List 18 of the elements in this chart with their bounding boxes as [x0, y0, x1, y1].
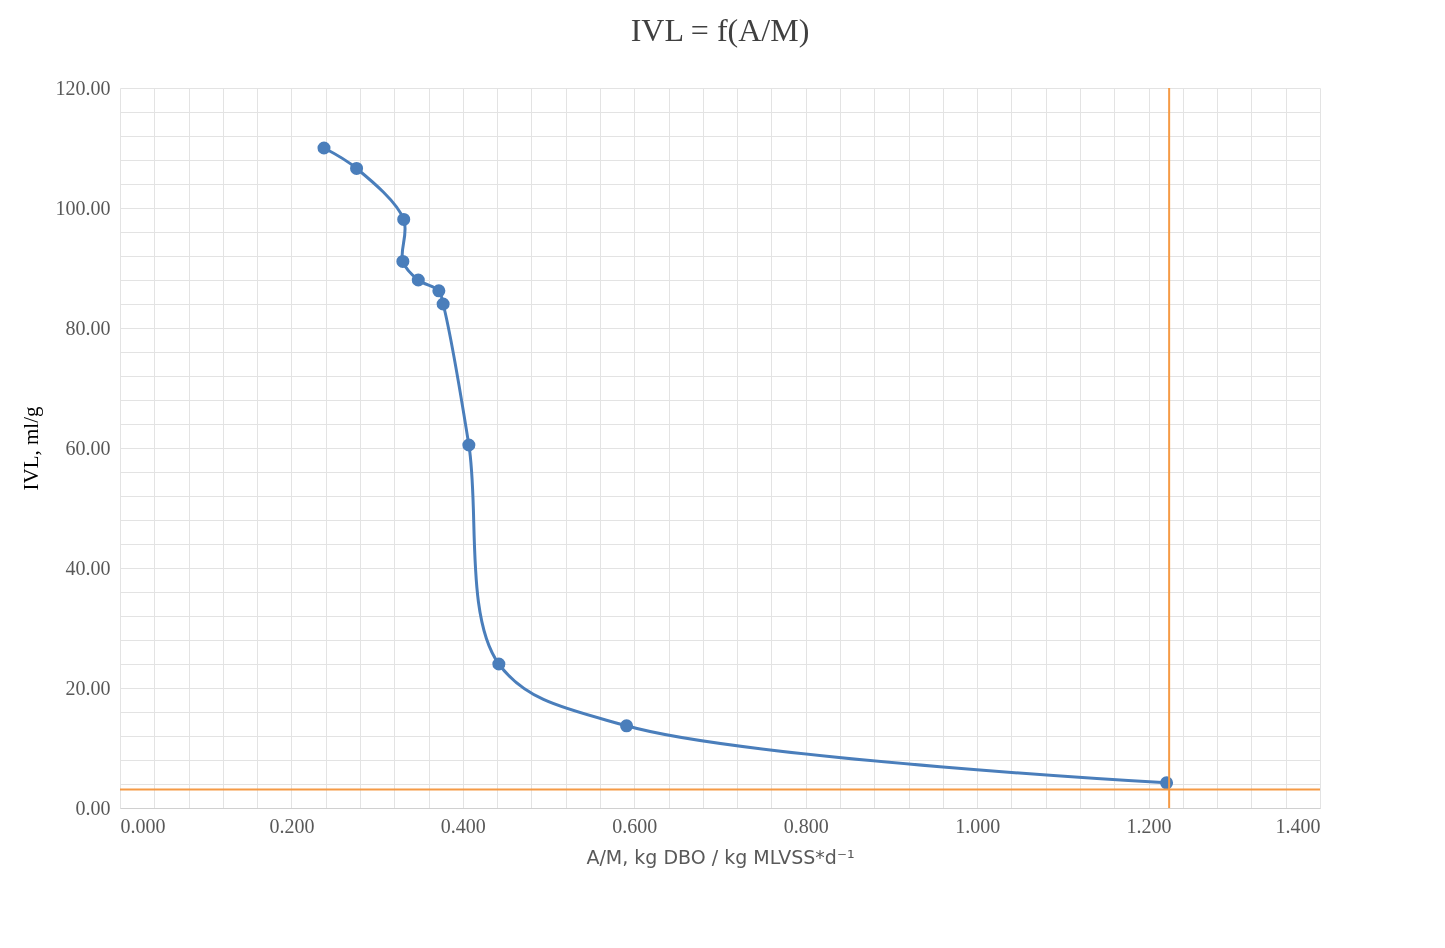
y-tick-label: 80.00: [65, 316, 111, 339]
chart-title: IVL = f(A/M): [630, 12, 810, 48]
x-tick-label: 1.200: [1126, 814, 1172, 837]
y-tick-label: 100.00: [55, 196, 111, 219]
y-tick-label: 60.00: [65, 436, 111, 459]
x-tick-label: 1.000: [955, 814, 1001, 837]
y-tick-label: 20.00: [65, 676, 111, 699]
y-axis-title: IVL, ml/g: [18, 406, 43, 491]
x-tick-label: 0.000: [120, 814, 166, 837]
x-tick-label: 0.600: [612, 814, 658, 837]
x-tick-label: 1.400: [1275, 814, 1321, 837]
x-tick-label: 0.400: [440, 814, 486, 837]
y-tick-label: 40.00: [65, 556, 111, 579]
y-tick-label: 0.00: [75, 796, 111, 819]
y-tick-label: 120.00: [55, 76, 111, 99]
x-tick-label: 0.200: [269, 814, 315, 837]
x-tick-label: 0.800: [783, 814, 829, 837]
x-axis-title: A/M, kg DBO / kg MLVSS*d⁻¹: [586, 845, 855, 868]
